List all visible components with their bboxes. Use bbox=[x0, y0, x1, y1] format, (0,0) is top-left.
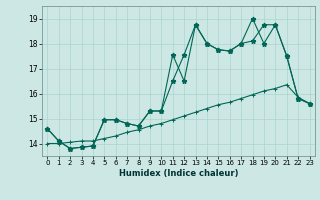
X-axis label: Humidex (Indice chaleur): Humidex (Indice chaleur) bbox=[119, 169, 238, 178]
